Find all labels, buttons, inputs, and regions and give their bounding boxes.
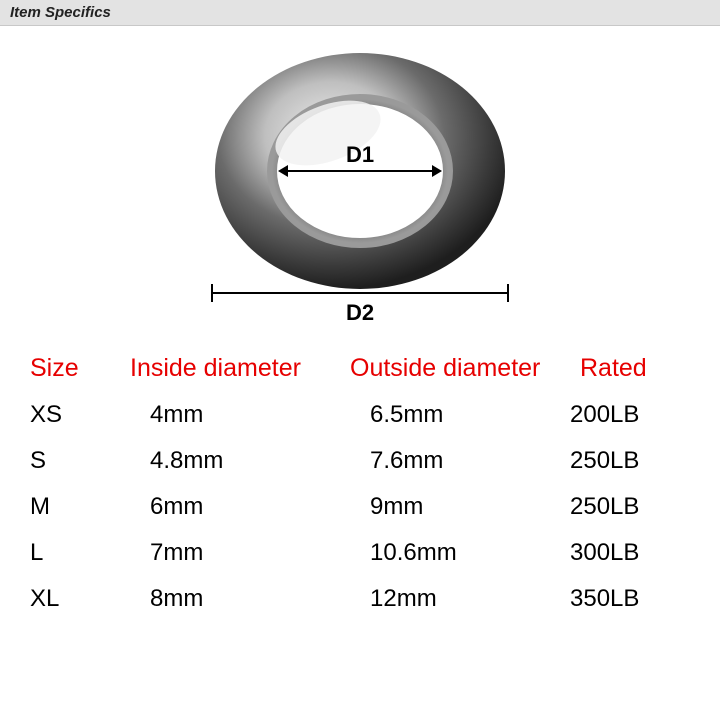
cell-size: M	[30, 493, 130, 521]
cell-outside: 10.6mm	[340, 539, 560, 567]
cell-rated: 250LB	[560, 447, 690, 475]
d1-label: D1	[346, 142, 374, 168]
spec-table: Size Inside diameter Outside diameter Ra…	[30, 354, 690, 613]
cell-size: XL	[30, 585, 130, 613]
ring-diagram: D1	[205, 46, 515, 296]
cell-outside: 12mm	[340, 585, 560, 613]
cell-outside: 9mm	[340, 493, 560, 521]
table-row: M 6mm 9mm 250LB	[30, 493, 690, 521]
cell-rated: 200LB	[560, 401, 690, 429]
section-header: Item Specifics	[0, 0, 720, 26]
table-row: L 7mm 10.6mm 300LB	[30, 539, 690, 567]
header-outside: Outside diameter	[340, 354, 560, 383]
header-size: Size	[30, 354, 130, 383]
cell-inside: 4.8mm	[130, 447, 340, 475]
cell-inside: 6mm	[130, 493, 340, 521]
cell-inside: 4mm	[130, 401, 340, 429]
cell-rated: 250LB	[560, 493, 690, 521]
section-title: Item Specifics	[10, 4, 111, 21]
header-rated: Rated	[560, 354, 690, 383]
cell-rated: 300LB	[560, 539, 690, 567]
header-inside: Inside diameter	[130, 354, 340, 383]
content-area: D1 D2 Size Inside diameter Outside diame…	[0, 26, 720, 613]
d2-dimension-line	[211, 292, 509, 294]
table-row: XL 8mm 12mm 350LB	[30, 585, 690, 613]
d1-dimension-line: D1	[280, 170, 440, 172]
cell-size: S	[30, 447, 130, 475]
d2-label: D2	[346, 300, 374, 326]
d2-dimension: D2	[211, 292, 509, 326]
cell-inside: 7mm	[130, 539, 340, 567]
cell-outside: 7.6mm	[340, 447, 560, 475]
cell-size: XS	[30, 401, 130, 429]
table-header-row: Size Inside diameter Outside diameter Ra…	[30, 354, 690, 383]
cell-outside: 6.5mm	[340, 401, 560, 429]
diagram-area: D1 D2	[30, 36, 690, 326]
table-row: XS 4mm 6.5mm 200LB	[30, 401, 690, 429]
cell-rated: 350LB	[560, 585, 690, 613]
table-row: S 4.8mm 7.6mm 250LB	[30, 447, 690, 475]
cell-size: L	[30, 539, 130, 567]
cell-inside: 8mm	[130, 585, 340, 613]
